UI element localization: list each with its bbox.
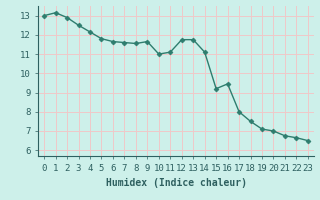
X-axis label: Humidex (Indice chaleur): Humidex (Indice chaleur): [106, 178, 246, 188]
